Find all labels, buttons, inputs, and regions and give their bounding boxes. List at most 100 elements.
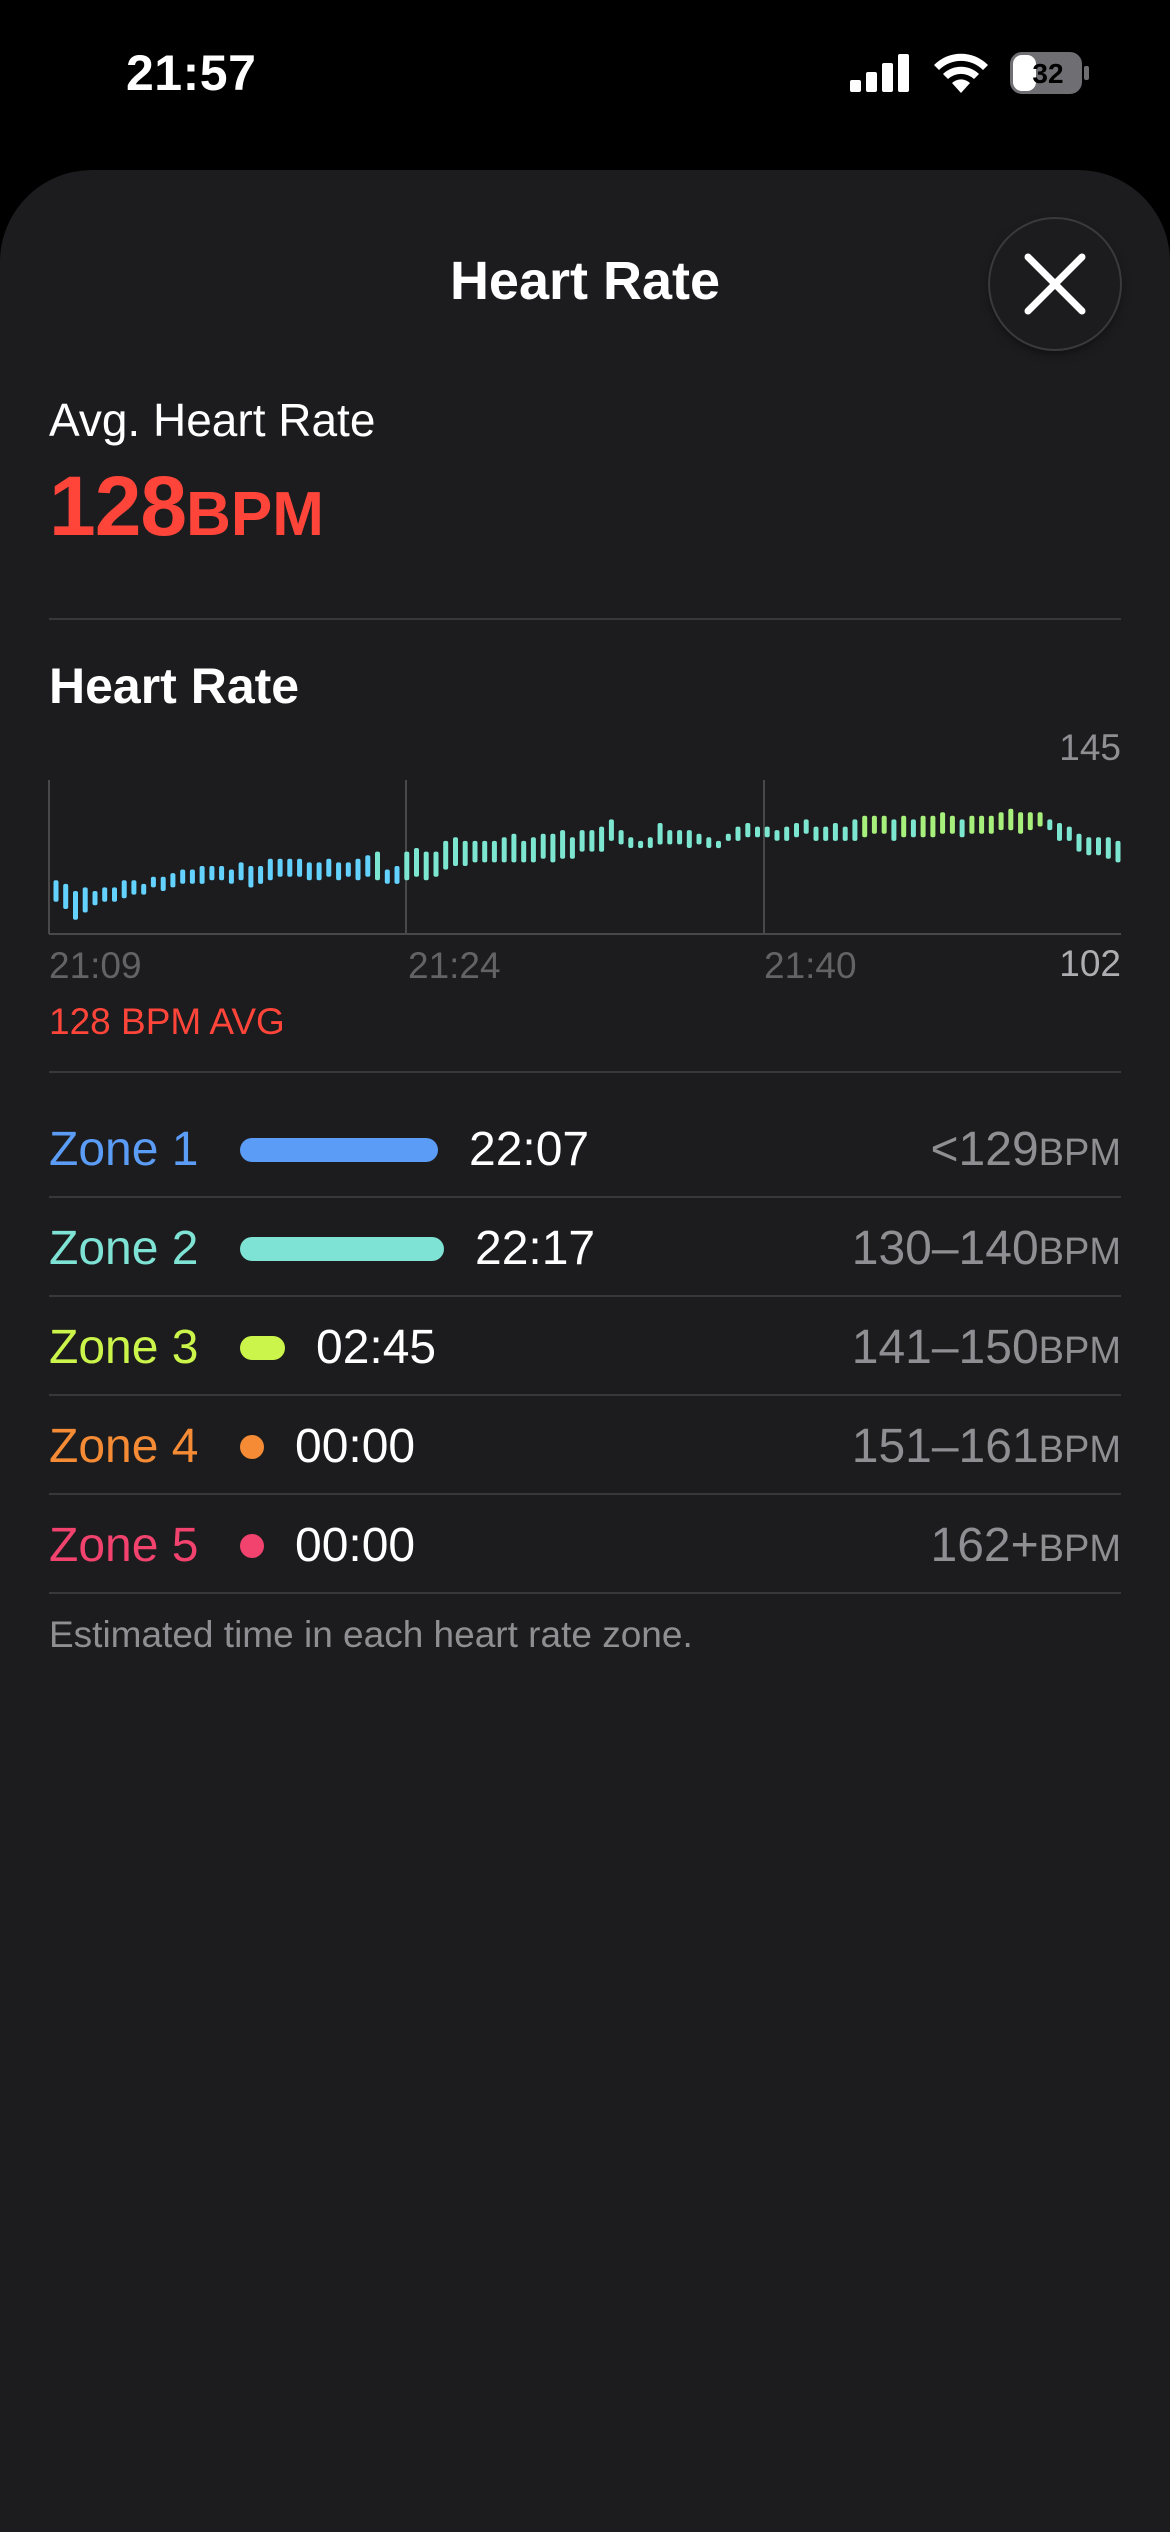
heart-rate-bar	[472, 840, 478, 863]
heart-rate-bar	[657, 823, 663, 845]
heart-rate-bar	[160, 876, 166, 891]
heart-rate-bar	[1008, 808, 1014, 831]
heart-rate-bar	[102, 887, 108, 902]
divider	[49, 1295, 1121, 1297]
heart-rate-bar	[764, 826, 770, 838]
x-tick-label: 21:24	[408, 945, 501, 986]
heart-rate-bar	[1076, 833, 1082, 852]
zone-time: 22:07	[469, 1123, 590, 1176]
heart-rate-bar	[336, 862, 342, 881]
heart-rate-bar	[1066, 826, 1072, 841]
status-time: 21:57	[126, 45, 257, 101]
heart-rate-bar	[998, 812, 1004, 831]
zone-dot	[240, 1435, 264, 1459]
zone-row-2: Zone 2 22:17 130–140BPM	[49, 1199, 1121, 1296]
zone-range-value: 130–140	[851, 1222, 1039, 1275]
zone-range-unit: BPM	[1038, 1231, 1121, 1273]
heart-rate-bar	[1115, 840, 1121, 863]
heart-rate-bar	[73, 891, 78, 920]
heart-rate-bar	[462, 840, 468, 866]
zone-row-3: Zone 3 02:45 141–150BPM	[49, 1298, 1121, 1395]
heart-rate-bar	[794, 823, 799, 838]
divider	[49, 1196, 1121, 1198]
zone-name: Zone 2	[49, 1222, 199, 1275]
heart-rate-bar	[540, 833, 546, 859]
heart-rate-bar	[862, 815, 868, 838]
heart-rate-bar	[297, 858, 303, 877]
heart-rate-bar	[1047, 819, 1053, 831]
zone-time: 00:00	[295, 1420, 416, 1473]
zone-name: Zone 4	[49, 1420, 199, 1473]
zone-name: Zone 5	[49, 1519, 199, 1572]
zone-name: Zone 1	[49, 1123, 199, 1176]
heart-rate-bar	[803, 819, 809, 834]
heart-rate-bar	[375, 851, 380, 881]
heart-rate-bar	[755, 826, 760, 838]
zone-range-unit: BPM	[1038, 1132, 1121, 1174]
heart-rate-bar	[608, 819, 614, 841]
status-bar: 21:57 32	[0, 0, 1170, 160]
heart-rate-bar	[365, 855, 371, 877]
zone-row-5: Zone 5 00:00 162+BPM	[49, 1496, 1121, 1593]
heart-rate-bar	[219, 866, 225, 881]
avg-heart-rate-number: 128	[49, 459, 187, 553]
divider	[49, 1493, 1121, 1495]
heart-rate-bar	[121, 880, 127, 899]
zone-range: 141–150BPM	[852, 1320, 1121, 1375]
divider	[49, 618, 1121, 620]
heart-rate-bar	[453, 837, 458, 866]
close-icon	[1024, 253, 1086, 315]
zone-time: 22:17	[475, 1222, 596, 1275]
heart-rate-bar	[852, 819, 858, 841]
zone-range-unit: BPM	[1038, 1528, 1121, 1570]
avg-heart-rate-value: 128BPM	[49, 458, 324, 555]
heart-rate-bar	[170, 873, 176, 888]
zone-range: 162+BPM	[931, 1518, 1121, 1573]
heart-rate-bar	[345, 862, 351, 877]
heart-rate-bar	[267, 858, 273, 881]
heart-rate-bar	[384, 869, 390, 884]
heart-rate-bar	[871, 815, 877, 834]
heart-rate-bar	[940, 812, 946, 834]
avg-heart-rate-label: Avg. Heart Rate	[49, 394, 376, 446]
y-tick-label-min: 102	[1059, 943, 1121, 984]
heart-rate-bar	[628, 837, 634, 848]
heart-rate-bar	[667, 830, 673, 845]
heart-rate-bar	[258, 866, 264, 884]
heart-rate-bar	[686, 830, 692, 848]
zone-name: Zone 3	[49, 1321, 199, 1374]
heart-rate-bar	[618, 830, 624, 845]
close-button[interactable]	[990, 219, 1120, 349]
heart-rate-bar	[209, 866, 215, 881]
heart-rate-bar	[306, 862, 312, 881]
heart-rate-bar	[774, 830, 780, 841]
heart-rate-bar	[82, 887, 88, 913]
zone-bar	[240, 1138, 438, 1162]
heart-rate-bar	[238, 862, 244, 881]
heart-rate-bar	[813, 826, 819, 841]
heart-rate-bar	[248, 866, 254, 888]
heart-rate-bar	[560, 830, 566, 859]
heart-rate-bar	[63, 883, 69, 909]
heart-rate-bar	[706, 837, 712, 848]
heart-rate-bar	[228, 869, 234, 884]
heart-rate-bar	[1086, 837, 1092, 856]
heart-rate-bar	[579, 830, 585, 852]
heart-rate-bar	[530, 837, 536, 863]
y-tick-label-max: 145	[1059, 727, 1121, 768]
heart-rate-bar	[443, 840, 449, 870]
heart-rate-bar	[891, 819, 897, 841]
heart-rate-sheet	[0, 170, 1170, 2532]
heart-rate-bar	[189, 869, 195, 884]
zone-range-unit: BPM	[1038, 1330, 1121, 1372]
heart-rate-bar	[180, 869, 186, 884]
zone-range-unit: BPM	[1038, 1429, 1121, 1471]
sheet-title: Heart Rate	[449, 251, 721, 311]
heart-rate-bar	[1057, 823, 1062, 841]
chart-avg-label: 128 BPM AVG	[49, 1001, 285, 1042]
heart-rate-bar	[745, 823, 751, 838]
zone-range-value: 141–150	[851, 1321, 1039, 1374]
heart-rate-bar	[842, 826, 848, 841]
heart-rate-bar	[638, 840, 644, 849]
heart-rate-bar	[979, 815, 985, 834]
